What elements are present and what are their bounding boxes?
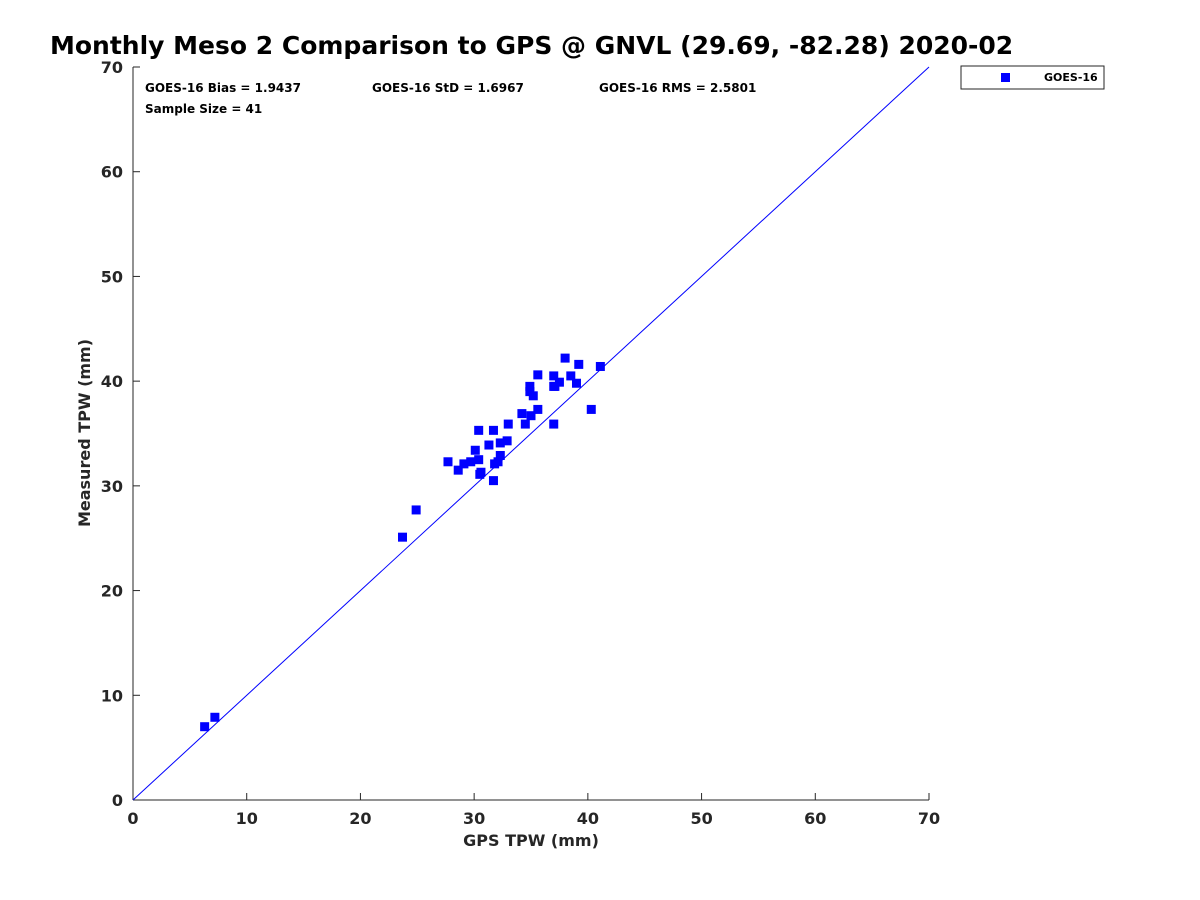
x-tick-label: 10	[236, 809, 258, 828]
y-tick-label: 40	[101, 372, 123, 391]
data-point-goes-16	[493, 457, 503, 467]
data-point-goes-16	[474, 455, 484, 465]
data-point-goes-16	[210, 712, 220, 722]
data-point-goes-16	[503, 419, 513, 429]
chart-title: Monthly Meso 2 Comparison to GPS @ GNVL …	[50, 31, 1013, 60]
legend-label-goes-16: GOES-16	[1044, 71, 1098, 84]
data-point-goes-16	[476, 467, 486, 477]
data-point-goes-16	[533, 404, 543, 414]
data-point-goes-16	[549, 419, 559, 429]
plot-area: 0 10 20 30 40 50 60 70 0 10 20 30 40 50 60 70	[101, 58, 940, 828]
legend-box	[960, 65, 1105, 90]
x-tick-label: 30	[463, 809, 485, 828]
y-tick-label: 70	[101, 58, 123, 77]
legend-marker-goes-16	[1001, 73, 1010, 82]
data-point-goes-16	[488, 476, 498, 486]
std-stat: GOES-16 StD = 1.6967	[372, 81, 524, 95]
data-points	[200, 353, 605, 732]
y-tick-label: 0	[112, 791, 123, 810]
data-point-goes-16	[495, 438, 505, 448]
data-point-goes-16	[586, 404, 596, 414]
x-tick-label: 60	[804, 809, 826, 828]
y-tick-label: 30	[101, 477, 123, 496]
y-axis-label: Measured TPW (mm)	[75, 339, 94, 527]
data-point-goes-16	[398, 532, 408, 542]
data-point-goes-16	[470, 445, 480, 455]
data-point-goes-16	[595, 361, 605, 371]
bias-stat: GOES-16 Bias = 1.9437	[145, 81, 301, 95]
data-point-goes-16	[528, 391, 538, 401]
rms-stat: GOES-16 RMS = 2.5801	[599, 81, 756, 95]
data-point-goes-16	[488, 425, 498, 435]
sample-size-stat: Sample Size = 41	[145, 102, 262, 116]
data-point-goes-16	[411, 505, 421, 515]
data-point-goes-16	[200, 722, 210, 732]
data-point-goes-16	[574, 359, 584, 369]
data-point-goes-16	[560, 353, 570, 363]
x-tick-label: 40	[577, 809, 599, 828]
data-point-goes-16	[520, 419, 530, 429]
x-axis-label: GPS TPW (mm)	[463, 831, 599, 850]
data-point-goes-16	[533, 370, 543, 380]
one-to-one-line	[132, 66, 930, 801]
data-point-goes-16	[502, 436, 512, 446]
y-tick-label: 20	[101, 582, 123, 601]
data-point-goes-16	[443, 457, 453, 467]
data-point-goes-16	[550, 381, 560, 391]
data-point-goes-16	[526, 411, 536, 421]
y-tick-label: 50	[101, 267, 123, 286]
x-tick-label: 0	[127, 809, 138, 828]
x-tick-label: 20	[349, 809, 371, 828]
data-point-goes-16	[495, 450, 505, 460]
data-point-goes-16	[525, 381, 535, 391]
y-ticks: 0 10 20 30 40 50 60 70	[101, 58, 140, 810]
data-point-goes-16	[571, 378, 581, 388]
data-point-goes-16	[466, 457, 476, 467]
data-point-goes-16	[549, 371, 559, 381]
y-tick-label: 60	[101, 163, 123, 182]
data-point-goes-16	[453, 465, 463, 475]
data-point-goes-16	[517, 409, 527, 419]
data-point-goes-16	[474, 425, 484, 435]
y-tick-label: 10	[101, 686, 123, 705]
x-tick-label: 50	[690, 809, 712, 828]
x-ticks: 0 10 20 30 40 50 60 70	[127, 793, 940, 828]
data-point-goes-16	[484, 440, 494, 450]
legend: GOES-16	[960, 65, 1105, 90]
data-point-goes-16	[554, 377, 564, 387]
data-point-goes-16	[566, 371, 576, 381]
data-point-goes-16	[459, 459, 469, 469]
x-tick-label: 70	[918, 809, 940, 828]
